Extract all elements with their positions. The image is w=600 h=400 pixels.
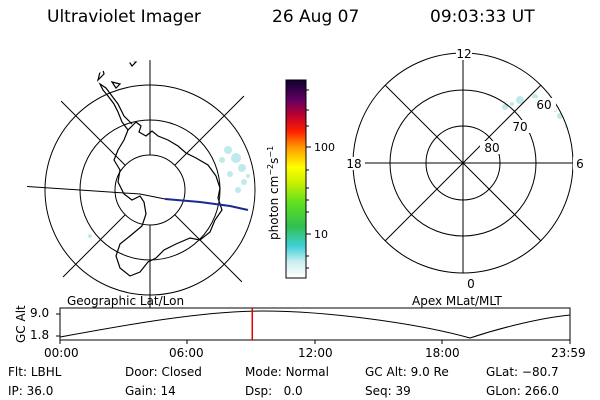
status-door: Door: Closed xyxy=(125,365,202,379)
status-glat: GLat: −80.7 xyxy=(486,365,559,379)
antarctica-coastline xyxy=(113,121,223,277)
island-coastline xyxy=(94,60,138,89)
altitude-curve xyxy=(59,310,571,339)
apex-panel-label: Apex MLat/MLT xyxy=(412,294,502,308)
altitude-ylabel-wrap: GC Alt xyxy=(14,305,28,345)
colorbar-unit-label: photon cm−2s−1 xyxy=(266,146,281,240)
status-gc-alt: GC Alt: 9.0 Re xyxy=(365,365,449,379)
colorbar-ticks xyxy=(306,89,311,269)
aurora-speckle-left xyxy=(88,146,250,238)
altitude-ytick-top: 9.0 xyxy=(30,306,50,320)
status-gain: Gain: 14 xyxy=(125,384,176,398)
altitude-xtick-2: 12:00 xyxy=(298,346,333,360)
apex-map: 12 18 6 0 60 70 80 xyxy=(343,47,587,291)
status-ip: IP: 36.0 xyxy=(8,384,54,398)
altitude-xtick-4: 23:59 xyxy=(551,346,586,360)
mlt-label-6: 6 xyxy=(576,157,584,171)
altitude-x-ticks xyxy=(56,313,571,344)
mlt-label-12: 12 xyxy=(456,47,471,61)
altitude-ylabel: GC Alt xyxy=(14,305,28,343)
status-filter: Flt: LBHL xyxy=(8,365,62,379)
colorbar xyxy=(285,79,307,279)
altitude-ytick-bottom: 1.8 xyxy=(30,328,50,342)
altitude-plot xyxy=(56,307,571,344)
mlat-label-70: 70 xyxy=(512,120,527,134)
status-glon: GLon: 266.0 xyxy=(486,384,559,398)
mlt-label-0: 0 xyxy=(467,277,475,291)
mlt-lines xyxy=(353,53,573,273)
peninsula-coastline xyxy=(98,82,133,131)
altitude-xtick-1: 06:00 xyxy=(169,346,204,360)
date-label: 26 Aug 07 xyxy=(272,7,360,27)
geographic-panel-label: Geographic Lat/Lon xyxy=(67,294,185,308)
status-mode: Mode: Normal xyxy=(245,365,329,379)
colorbar-tick-100: 100 xyxy=(314,141,335,154)
instrument-title: Ultraviolet Imager xyxy=(47,7,201,27)
altitude-xtick-0: 00:00 xyxy=(44,346,79,360)
altitude-xtick-3: 18:00 xyxy=(425,346,460,360)
day-night-terminator xyxy=(27,185,166,200)
colorbar-tick-10: 10 xyxy=(314,228,328,241)
status-seq: Seq: 39 xyxy=(365,384,411,398)
terminator-night-segment xyxy=(164,198,249,211)
status-dsp: Dsp: 0.0 xyxy=(245,384,303,398)
mlt-label-18: 18 xyxy=(346,157,361,171)
mlat-label-80: 80 xyxy=(484,141,499,155)
mlat-label-60: 60 xyxy=(536,98,551,112)
time-label: 09:03:33 UT xyxy=(430,7,535,27)
